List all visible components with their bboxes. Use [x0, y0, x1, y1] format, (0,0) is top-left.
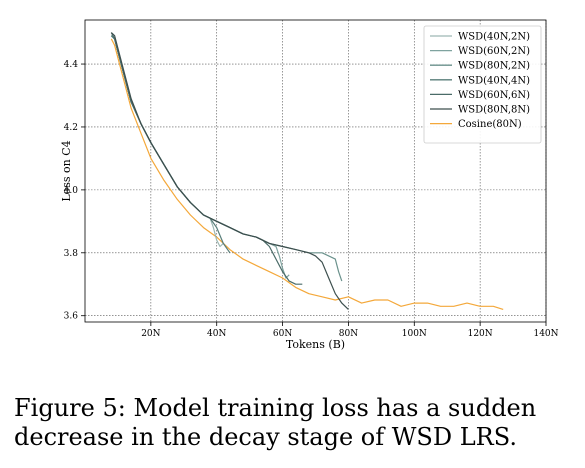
y-axis-label: Loss on C4 — [60, 140, 73, 201]
legend-label: WSD(40N,4N) — [458, 75, 530, 86]
y-tick-label: 4.4 — [64, 60, 79, 70]
x-tick-label: 140N — [533, 329, 558, 339]
legend-label: WSD(60N,6N) — [458, 90, 530, 101]
series-layer — [110, 32, 504, 310]
plot-frame — [84, 19, 547, 323]
x-tick-label: 80N — [339, 329, 358, 339]
y-tick-label: 4.2 — [64, 123, 78, 133]
x-tick-label: 20N — [141, 329, 160, 339]
x-tick-label: 40N — [207, 329, 226, 339]
loss-chart: 20N 40N 60N 80N 100N 120N 140N3.63.84.04.24.4 … — [60, 19, 559, 351]
y-tick-label: 4.0 — [64, 186, 79, 196]
legend-label: WSD(60N,2N) — [458, 46, 530, 57]
x-tick-label: 100N — [402, 329, 427, 339]
legend-label: Cosine(80N) — [458, 119, 522, 130]
legend-box — [423, 25, 542, 144]
legend-label: WSD(80N,2N) — [458, 61, 530, 72]
x-axis-label: Tokens (B) — [286, 338, 345, 351]
series-line — [110, 38, 504, 310]
legend: WSD(40N,2N) WSD(60N,2N) WSD(80N,2N) WSD(40N… — [423, 25, 542, 144]
y-tick-label: 3.6 — [64, 312, 79, 322]
y-tick-label: 3.8 — [64, 249, 79, 259]
ticks: 20N 40N 60N 80N 100N 120N 140N 3.6 3.8 4.0 4.2 4.4 — [64, 60, 559, 339]
x-tick-label: 120N — [468, 329, 493, 339]
figure-caption: Figure 5: Model training loss has a sudd… — [14, 394, 537, 451]
legend-label: WSD(80N,8N) — [458, 105, 530, 116]
x-tick-label: 60N — [273, 329, 292, 339]
legend-label: WSD(40N,2N) — [458, 32, 530, 43]
series-line — [110, 32, 349, 310]
